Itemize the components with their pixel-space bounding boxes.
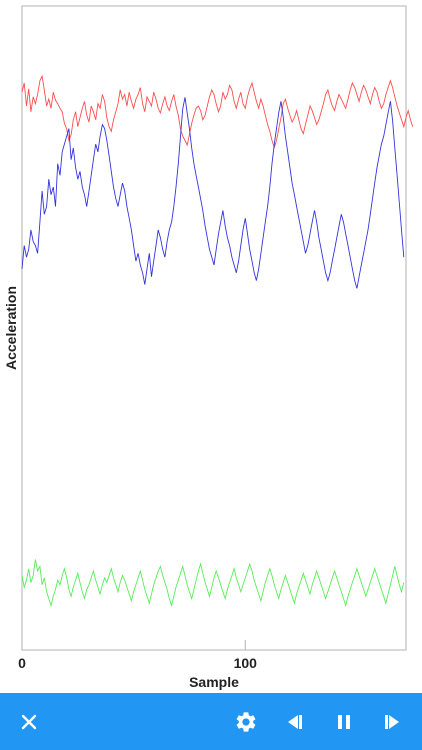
close-icon [21, 714, 37, 729]
next-button[interactable] [371, 693, 415, 750]
next-icon [385, 714, 399, 729]
x-tick-layer: 0 100 [18, 640, 257, 671]
plot-frame [21, 5, 407, 651]
pause-icon [338, 714, 350, 729]
pause-button[interactable] [322, 693, 366, 750]
close-button[interactable] [7, 693, 51, 750]
previous-icon [288, 714, 302, 729]
series-line-3 [21, 559, 405, 608]
series-line-2 [21, 97, 405, 289]
settings-icon [236, 711, 256, 732]
x-tick-label-1: 0 [18, 655, 26, 671]
settings-button[interactable] [224, 693, 268, 750]
previous-button[interactable] [272, 693, 316, 750]
series-line-1 [21, 74, 414, 149]
bottom-toolbar [0, 693, 422, 750]
series-layer [21, 74, 414, 608]
chart-area: 0 100 Sample Acceleration [3, 5, 414, 690]
x-tick-label-2: 100 [234, 655, 258, 671]
x-axis-label: Sample [189, 674, 239, 690]
acceleration-chart: 0 100 Sample Acceleration [3, 5, 414, 690]
y-axis-label: Acceleration [3, 286, 19, 370]
